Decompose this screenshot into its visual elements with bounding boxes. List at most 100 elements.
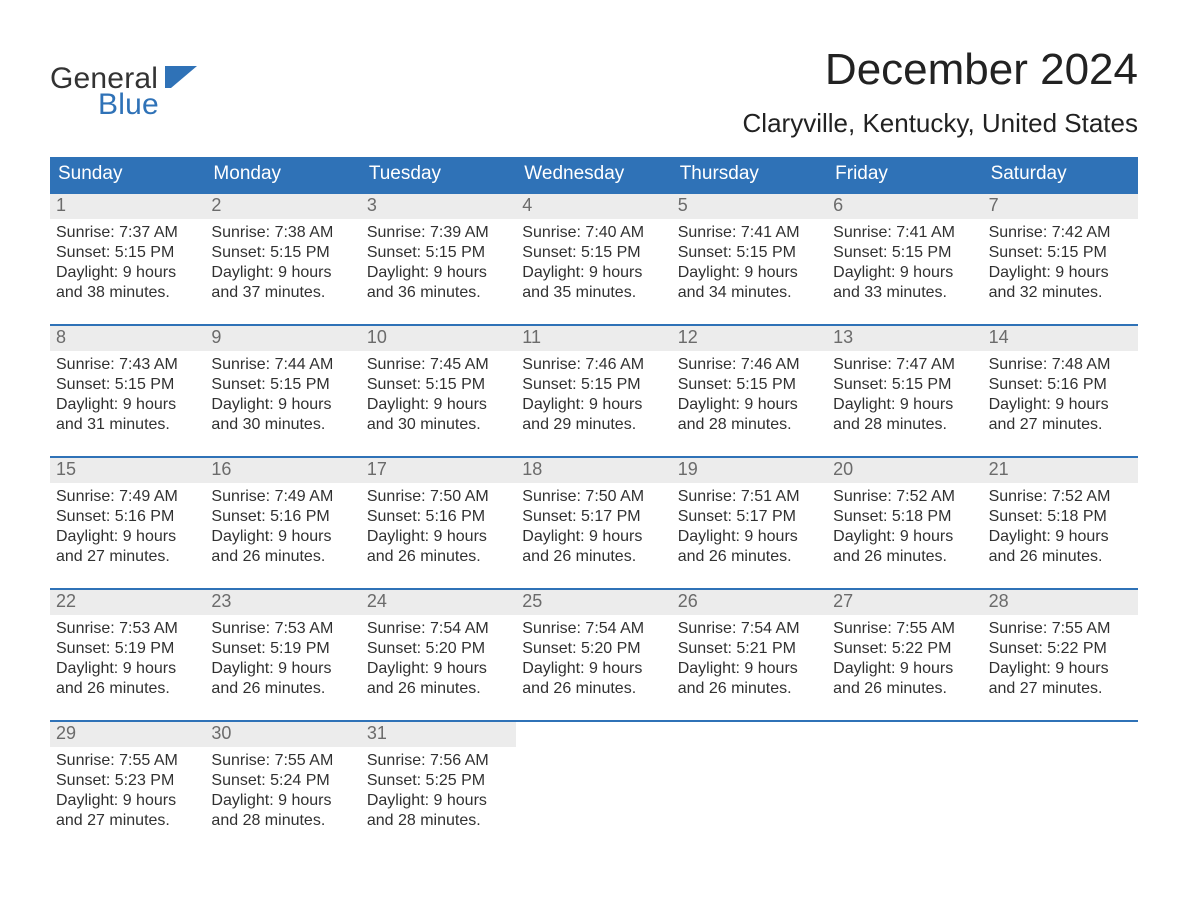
sunset-line: Sunset: 5:16 PM bbox=[56, 507, 199, 527]
daylight-line: Daylight: 9 hours and 26 minutes. bbox=[522, 527, 665, 567]
weekday-label: Sunday bbox=[50, 157, 205, 192]
day-number: 12 bbox=[672, 326, 827, 351]
calendar-day: 26Sunrise: 7:54 AMSunset: 5:21 PMDayligh… bbox=[672, 590, 827, 702]
sunrise-line: Sunrise: 7:42 AM bbox=[989, 223, 1132, 243]
day-number: 10 bbox=[361, 326, 516, 351]
sunrise-line: Sunrise: 7:55 AM bbox=[56, 751, 199, 771]
calendar-day: 27Sunrise: 7:55 AMSunset: 5:22 PMDayligh… bbox=[827, 590, 982, 702]
sunset-line: Sunset: 5:22 PM bbox=[989, 639, 1132, 659]
sunset-line: Sunset: 5:15 PM bbox=[56, 243, 199, 263]
sunrise-line: Sunrise: 7:54 AM bbox=[367, 619, 510, 639]
calendar-day: 1Sunrise: 7:37 AMSunset: 5:15 PMDaylight… bbox=[50, 194, 205, 306]
sunset-line: Sunset: 5:15 PM bbox=[56, 375, 199, 395]
sunset-line: Sunset: 5:15 PM bbox=[989, 243, 1132, 263]
sunset-line: Sunset: 5:18 PM bbox=[833, 507, 976, 527]
title-block: December 2024 Claryville, Kentucky, Unit… bbox=[743, 46, 1138, 139]
day-number: 4 bbox=[516, 194, 671, 219]
calendar-day: 28Sunrise: 7:55 AMSunset: 5:22 PMDayligh… bbox=[983, 590, 1138, 702]
calendar-day: 18 Sunrise: 7:50 AMSunset: 5:17 PMDayligh… bbox=[516, 458, 671, 570]
sunset-line: Sunset: 5:15 PM bbox=[211, 375, 354, 395]
sunrise-line: Sunrise: 7:50 AM bbox=[367, 487, 510, 507]
sunrise-line: Sunrise: 7:50 AM bbox=[522, 487, 665, 507]
calendar-day-empty bbox=[827, 722, 982, 834]
daylight-line: Daylight: 9 hours and 36 minutes. bbox=[367, 263, 510, 303]
daylight-line: Daylight: 9 hours and 26 minutes. bbox=[678, 659, 821, 699]
calendar-day: 23Sunrise: 7:53 AMSunset: 5:19 PMDayligh… bbox=[205, 590, 360, 702]
weekday-label: Tuesday bbox=[361, 157, 516, 192]
daylight-line: Daylight: 9 hours and 26 minutes. bbox=[367, 659, 510, 699]
day-details: Sunrise: 7:45 AMSunset: 5:15 PMDaylight:… bbox=[361, 351, 516, 435]
day-number: 20 bbox=[827, 458, 982, 483]
day-number: 27 bbox=[827, 590, 982, 615]
sunrise-line: Sunrise: 7:49 AM bbox=[56, 487, 199, 507]
sunset-line: Sunset: 5:20 PM bbox=[522, 639, 665, 659]
logo-line-2: Blue bbox=[98, 90, 159, 120]
sunset-line: Sunset: 5:15 PM bbox=[367, 375, 510, 395]
calendar-day: 15Sunrise: 7:49 AMSunset: 5:16 PMDayligh… bbox=[50, 458, 205, 570]
calendar-day: 11Sunrise: 7:46 AMSunset: 5:15 PMDayligh… bbox=[516, 326, 671, 438]
calendar-day: 30Sunrise: 7:55 AMSunset: 5:24 PMDayligh… bbox=[205, 722, 360, 834]
sunset-line: Sunset: 5:17 PM bbox=[522, 507, 665, 527]
calendar-week: 29Sunrise: 7:55 AMSunset: 5:23 PMDayligh… bbox=[50, 720, 1138, 834]
calendar-day: 19Sunrise: 7:51 AMSunset: 5:17 PMDayligh… bbox=[672, 458, 827, 570]
sunrise-line: Sunrise: 7:55 AM bbox=[211, 751, 354, 771]
day-details: Sunrise: 7:41 AMSunset: 5:15 PMDaylight:… bbox=[827, 219, 982, 303]
day-number: 22 bbox=[50, 590, 205, 615]
day-details: Sunrise: 7:47 AMSunset: 5:15 PMDaylight:… bbox=[827, 351, 982, 435]
calendar-week: 8Sunrise: 7:43 AMSunset: 5:15 PMDaylight… bbox=[50, 324, 1138, 438]
day-number: 3 bbox=[361, 194, 516, 219]
calendar-day: 16Sunrise: 7:49 AMSunset: 5:16 PMDayligh… bbox=[205, 458, 360, 570]
sunrise-line: Sunrise: 7:55 AM bbox=[833, 619, 976, 639]
sunset-line: Sunset: 5:18 PM bbox=[989, 507, 1132, 527]
day-number bbox=[827, 722, 982, 747]
sunrise-line: Sunrise: 7:46 AM bbox=[522, 355, 665, 375]
day-details: Sunrise: 7:50 AMSunset: 5:16 PMDaylight:… bbox=[361, 483, 516, 567]
calendar-week: 22 Sunrise: 7:53 AM Sunset: 5:19 PM Dayligh… bbox=[50, 588, 1138, 702]
day-details: Sunrise: 7:46 AMSunset: 5:15 PMDaylight:… bbox=[672, 351, 827, 435]
day-number: 2 bbox=[205, 194, 360, 219]
weekday-label: Saturday bbox=[983, 157, 1138, 192]
day-details: Sunrise: 7:46 AMSunset: 5:15 PMDaylight:… bbox=[516, 351, 671, 435]
day-details: Sunrise: 7:55 AMSunset: 5:22 PMDaylight:… bbox=[983, 615, 1138, 699]
calendar-day: 6Sunrise: 7:41 AMSunset: 5:15 PMDaylight… bbox=[827, 194, 982, 306]
day-number: 6 bbox=[827, 194, 982, 219]
day-number: 28 bbox=[983, 590, 1138, 615]
header: General Blue December 2024 Claryville, K… bbox=[50, 46, 1138, 139]
day-number: 19 bbox=[672, 458, 827, 483]
day-number: 9 bbox=[205, 326, 360, 351]
logo: General Blue bbox=[50, 46, 199, 120]
day-details: Sunrise: 7:42 AMSunset: 5:15 PMDaylight:… bbox=[983, 219, 1138, 303]
day-number: 7 bbox=[983, 194, 1138, 219]
calendar-week: 15Sunrise: 7:49 AMSunset: 5:16 PMDayligh… bbox=[50, 456, 1138, 570]
calendar-day: 29Sunrise: 7:55 AMSunset: 5:23 PMDayligh… bbox=[50, 722, 205, 834]
daylight-line: Daylight: 9 hours and 28 minutes. bbox=[678, 395, 821, 435]
daylight-line: Daylight: 9 hours and 27 minutes. bbox=[56, 791, 199, 831]
day-details: Sunrise: 7:54 AMSunset: 5:20 PMDaylight:… bbox=[361, 615, 516, 699]
sunset-line: Sunset: 5:17 PM bbox=[678, 507, 821, 527]
sunrise-line: Sunrise: 7:39 AM bbox=[367, 223, 510, 243]
sunset-line: Sunset: 5:15 PM bbox=[678, 243, 821, 263]
daylight-line: Daylight: 9 hours and 27 minutes. bbox=[989, 659, 1132, 699]
calendar-day: 31Sunrise: 7:56 AMSunset: 5:25 PMDayligh… bbox=[361, 722, 516, 834]
calendar-day-empty bbox=[516, 722, 671, 834]
sunrise-line: Sunrise: 7:53 AM bbox=[211, 619, 354, 639]
sunrise-line: Sunrise: 7:49 AM bbox=[211, 487, 354, 507]
sunset-line: Sunset: 5:16 PM bbox=[989, 375, 1132, 395]
sunset-line: Sunset: 5:19 PM bbox=[56, 639, 199, 659]
sunrise-line: Sunrise: 7:45 AM bbox=[367, 355, 510, 375]
day-number: 8 bbox=[50, 326, 205, 351]
day-details: Sunrise: 7:55 AMSunset: 5:23 PMDaylight:… bbox=[50, 747, 205, 831]
day-details: Sunrise: 7:52 AMSunset: 5:18 PMDaylight:… bbox=[827, 483, 982, 567]
day-details: Sunrise: 7:48 AMSunset: 5:16 PMDaylight:… bbox=[983, 351, 1138, 435]
sunrise-line: Sunrise: 7:56 AM bbox=[367, 751, 510, 771]
daylight-line: Daylight: 9 hours and 29 minutes. bbox=[522, 395, 665, 435]
day-details: Sunrise: 7:37 AMSunset: 5:15 PMDaylight:… bbox=[50, 219, 205, 303]
calendar-day: 7Sunrise: 7:42 AMSunset: 5:15 PMDaylight… bbox=[983, 194, 1138, 306]
calendar-day: 4Sunrise: 7:40 AMSunset: 5:15 PMDaylight… bbox=[516, 194, 671, 306]
day-number: 23 bbox=[205, 590, 360, 615]
day-details: Sunrise: 7:40 AMSunset: 5:15 PMDaylight:… bbox=[516, 219, 671, 303]
daylight-line: Daylight: 9 hours and 27 minutes. bbox=[989, 395, 1132, 435]
day-number: 18 bbox=[516, 458, 671, 483]
day-number: 16 bbox=[205, 458, 360, 483]
weekday-header: SundayMondayTuesdayWednesdayThursdayFrid… bbox=[50, 157, 1138, 192]
